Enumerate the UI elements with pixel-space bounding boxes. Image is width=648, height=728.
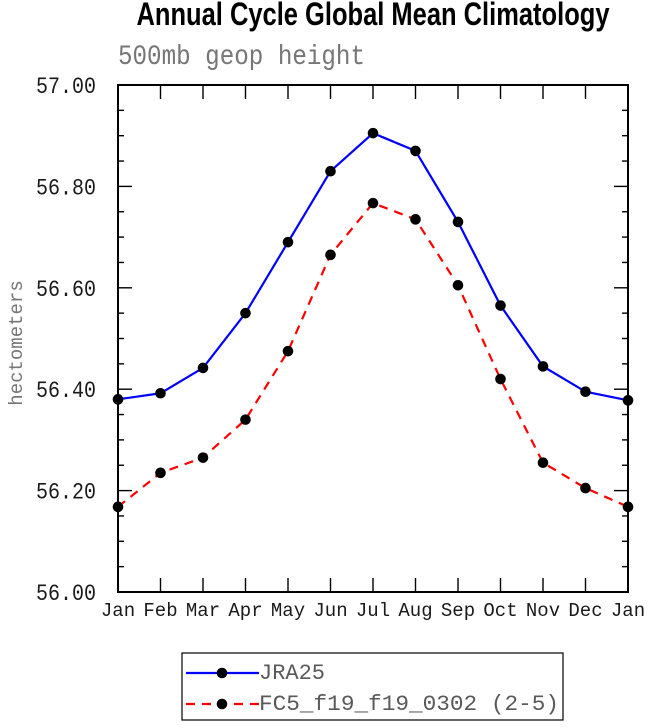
svg-text:hectometers: hectometers bbox=[6, 280, 28, 405]
svg-text:Jul: Jul bbox=[356, 600, 390, 622]
svg-text:Oct: Oct bbox=[483, 600, 517, 622]
svg-text:Dec: Dec bbox=[568, 600, 602, 622]
svg-text:500mb geop height: 500mb geop height bbox=[118, 42, 365, 73]
svg-text:56.00: 56.00 bbox=[36, 581, 96, 607]
svg-text:JRA25: JRA25 bbox=[259, 661, 325, 686]
svg-text:Jan: Jan bbox=[611, 600, 645, 622]
svg-text:Feb: Feb bbox=[143, 600, 177, 622]
svg-text:May: May bbox=[271, 600, 305, 622]
svg-text:57.00: 57.00 bbox=[36, 74, 96, 100]
svg-text:Aug: Aug bbox=[398, 600, 432, 622]
svg-text:Annual Cycle Global Mean Clima: Annual Cycle Global Mean Climatology bbox=[137, 0, 610, 32]
svg-text:Apr: Apr bbox=[228, 600, 262, 622]
svg-text:Jan: Jan bbox=[101, 600, 135, 622]
svg-text:56.40: 56.40 bbox=[36, 378, 96, 404]
svg-text:Jun: Jun bbox=[313, 600, 347, 622]
svg-text:56.20: 56.20 bbox=[36, 480, 96, 506]
svg-text:Nov: Nov bbox=[526, 600, 560, 622]
svg-text:Sep: Sep bbox=[441, 600, 475, 622]
svg-text:56.60: 56.60 bbox=[36, 277, 96, 303]
svg-text:FC5_f19_f19_0302 (2-5): FC5_f19_f19_0302 (2-5) bbox=[259, 692, 559, 717]
svg-text:Mar: Mar bbox=[186, 600, 220, 622]
svg-text:56.80: 56.80 bbox=[36, 175, 96, 201]
